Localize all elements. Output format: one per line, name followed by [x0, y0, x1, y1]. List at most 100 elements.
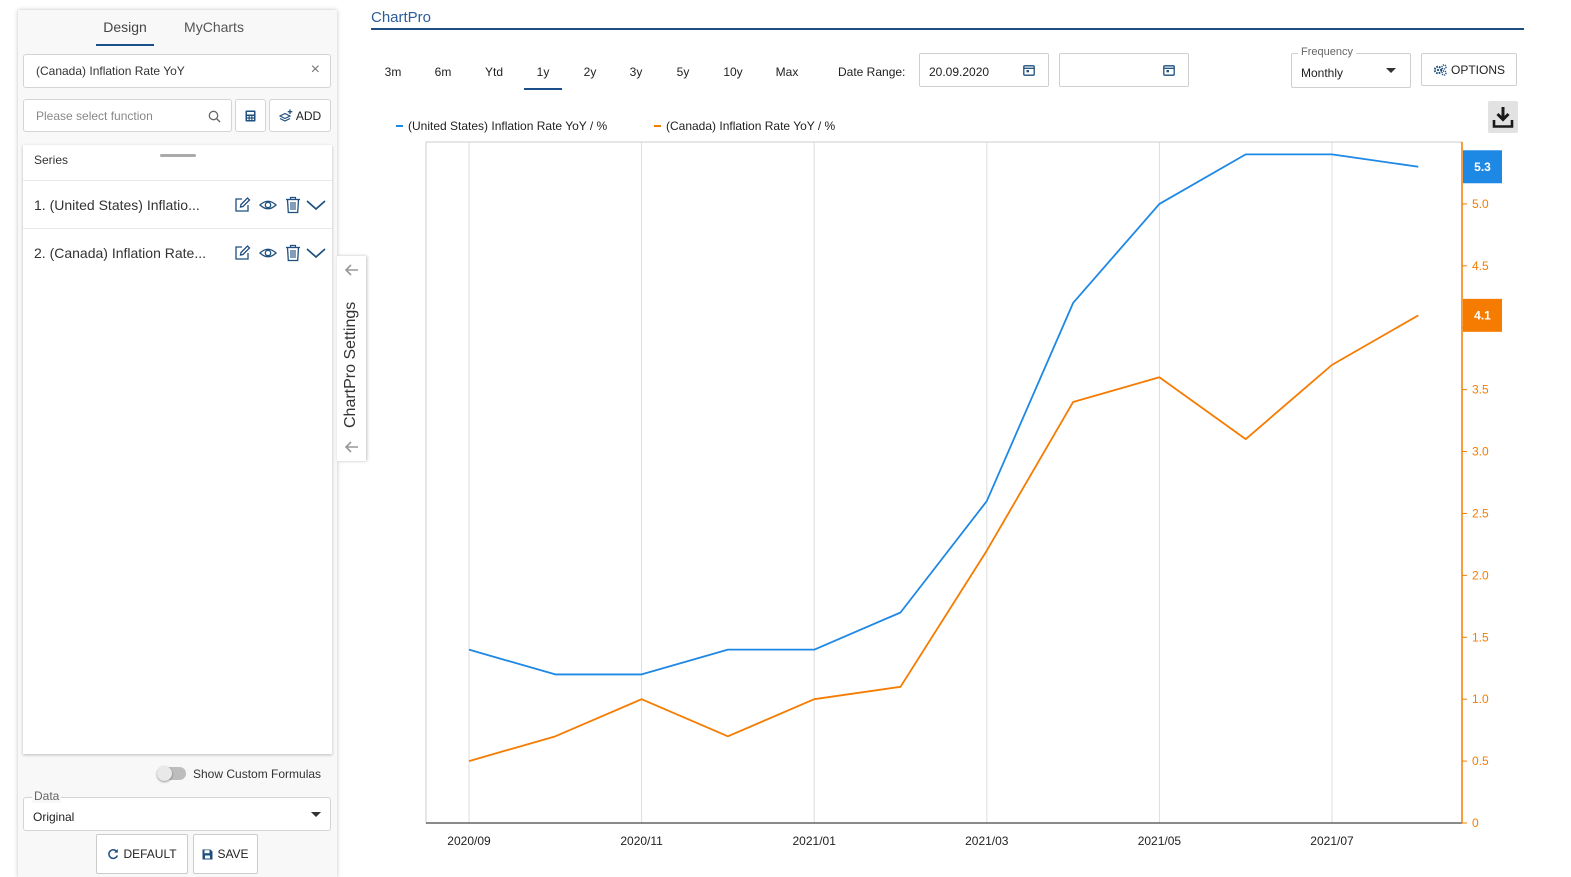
range-6m-button[interactable]: 6m: [434, 65, 452, 79]
tab-mycharts[interactable]: MyCharts: [184, 19, 244, 35]
legend-label: (Canada) Inflation Rate YoY / %: [666, 119, 836, 133]
date-to-input[interactable]: [1059, 53, 1189, 87]
chevron-down-icon[interactable]: [305, 244, 327, 262]
app-title: ChartPro: [371, 9, 432, 26]
range-1y-button[interactable]: 1y: [524, 65, 562, 90]
x-tick-label: 2020/11: [620, 834, 663, 848]
range-5y-button[interactable]: 5y: [676, 65, 690, 79]
series-selector[interactable]: (Canada) Inflation Rate YoY ×: [23, 54, 331, 88]
edit-icon[interactable]: [233, 244, 251, 262]
y-tick-label: 0.5: [1472, 754, 1489, 768]
x-tick-label: 2021/01: [793, 834, 837, 848]
last-value-label: 4.1: [1474, 308, 1491, 322]
options-button-label: OPTIONS: [1450, 62, 1505, 77]
refresh-icon: [108, 849, 119, 860]
data-select[interactable]: Data Original: [23, 789, 331, 831]
last-value-badge: [1463, 298, 1502, 332]
range-2y-button[interactable]: 2y: [583, 65, 597, 79]
series-line-2: [468, 314, 1419, 762]
series-item[interactable]: 1. (United States) Inflatio...: [23, 180, 332, 228]
default-button[interactable]: DEFAULT: [96, 834, 188, 874]
arrow-left-icon[interactable]: [344, 263, 359, 277]
title-divider: [371, 28, 1524, 30]
legend-swatch: [654, 124, 661, 127]
function-search-placeholder: Please select function: [36, 109, 153, 123]
series-item-label: 1. (United States) Inflatio...: [34, 197, 200, 213]
y-tick-label: 2.5: [1472, 506, 1489, 520]
drag-handle[interactable]: [160, 154, 196, 157]
series-header: Series: [34, 153, 69, 167]
date-from-input[interactable]: 20.09.2020: [919, 53, 1049, 87]
options-button[interactable]: OPTIONS: [1421, 53, 1517, 86]
search-icon: [208, 110, 221, 123]
tab-design[interactable]: Design: [96, 18, 154, 46]
y-tick-label: 4.0: [1472, 321, 1489, 335]
chevron-down-icon[interactable]: [305, 196, 327, 214]
trash-icon[interactable]: [285, 244, 301, 262]
date-from-value: 20.09.2020: [929, 65, 990, 79]
floppy-icon: [202, 849, 213, 859]
frequency-select[interactable]: Frequency Monthly: [1291, 46, 1411, 88]
arrow-left-icon[interactable]: [344, 440, 359, 454]
add-layers-icon: [278, 109, 293, 122]
data-select-value: Original: [33, 810, 75, 824]
calculator-button[interactable]: [235, 99, 266, 132]
calendar-icon[interactable]: [1023, 64, 1035, 76]
legend-label: (United States) Inflation Rate YoY / %: [408, 119, 608, 133]
range-3m-button[interactable]: 3m: [384, 65, 402, 79]
last-value-label: 5.3: [1474, 160, 1491, 174]
add-button[interactable]: ADD: [269, 99, 331, 132]
range-ytd-button[interactable]: Ytd: [484, 65, 503, 79]
function-search-input[interactable]: Please select function: [23, 99, 232, 132]
series-item-label: 2. (Canada) Inflation Rate...: [34, 245, 206, 261]
y-tick-label: 0: [1472, 816, 1479, 830]
chartpro-settings-tab[interactable]: ChartPro Settings: [337, 256, 366, 461]
x-tick-label: 2021/05: [1138, 834, 1182, 848]
frequency-legend: Frequency: [1298, 46, 1356, 58]
close-icon[interactable]: ×: [310, 61, 320, 78]
add-button-label: ADD: [295, 108, 322, 123]
custom-formulas-label: Show Custom Formulas: [193, 767, 322, 781]
plot-frame: [425, 141, 1463, 824]
y-tick-label: 1.0: [1472, 692, 1489, 706]
y-tick-label: 2.0: [1472, 568, 1489, 582]
eye-icon[interactable]: [259, 196, 277, 214]
series-panel: Series 1. (United States) Inflatio...: [23, 145, 332, 754]
y-tick-label: 1.5: [1472, 630, 1489, 644]
legend-swatch: [396, 124, 403, 127]
save-button[interactable]: SAVE: [193, 834, 258, 874]
chartpro-settings-label: ChartPro Settings: [342, 301, 359, 428]
default-button-label: DEFAULT: [123, 847, 177, 861]
series-selector-value: (Canada) Inflation Rate YoY: [36, 64, 185, 78]
legend-item-canada[interactable]: (Canada) Inflation Rate YoY / %: [654, 119, 835, 133]
x-tick-label: 2021/07: [1310, 834, 1354, 848]
x-tick-label: 2020/09: [447, 834, 491, 848]
last-value-badge: [1463, 150, 1502, 184]
frequency-value: Monthly: [1301, 66, 1344, 80]
data-select-legend: Data: [32, 789, 62, 803]
series-line-1: [468, 153, 1419, 676]
y-tick-label: 5.0: [1472, 197, 1489, 211]
calculator-icon: [245, 110, 256, 121]
caret-down-icon: [311, 812, 321, 817]
download-icon: [1492, 107, 1514, 128]
y-tick-label: 3.5: [1472, 383, 1489, 397]
gears-icon: [1433, 63, 1447, 76]
y-tick-label: 4.5: [1472, 259, 1489, 273]
trash-icon[interactable]: [285, 196, 301, 214]
left-panel: Design MyCharts (Canada) Inflation Rate …: [18, 10, 337, 877]
download-button[interactable]: [1488, 101, 1518, 133]
y-tick-label: 3.0: [1472, 445, 1489, 459]
eye-icon[interactable]: [259, 244, 277, 262]
legend-item-united-states[interactable]: (United States) Inflation Rate YoY / %: [396, 119, 607, 133]
series-item[interactable]: 2. (Canada) Inflation Rate...: [23, 228, 332, 276]
calendar-icon[interactable]: [1163, 64, 1175, 76]
edit-icon[interactable]: [233, 196, 251, 214]
date-range-label: Date Range:: [838, 65, 906, 79]
caret-down-icon: [1386, 68, 1396, 73]
range-max-button[interactable]: Max: [775, 65, 799, 79]
range-3y-button[interactable]: 3y: [629, 65, 643, 79]
x-tick-label: 2021/03: [965, 834, 1009, 848]
range-10y-button[interactable]: 10y: [723, 65, 743, 79]
custom-formulas-toggle[interactable]: [157, 766, 186, 781]
